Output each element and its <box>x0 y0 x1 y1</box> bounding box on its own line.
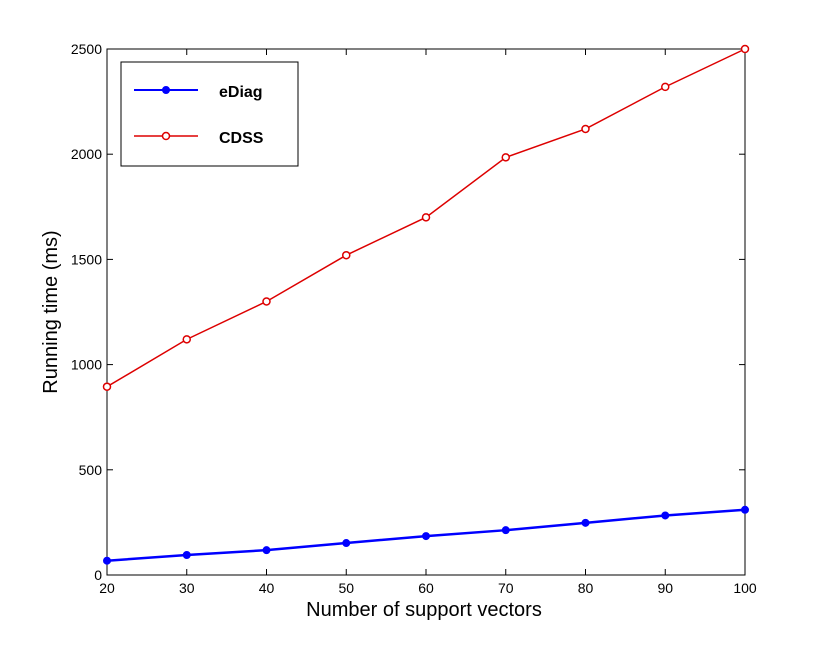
y-axis-label: Running time (ms) <box>40 230 62 393</box>
data-point-ediag <box>262 546 271 555</box>
x-tick-label: 60 <box>418 580 434 596</box>
y-tick-label: 2000 <box>71 146 102 162</box>
x-tick-label: 40 <box>259 580 275 596</box>
y-tick-label: 2500 <box>71 41 102 57</box>
legend: eDiag CDSS <box>120 61 299 167</box>
legend-marker-ediag <box>162 86 170 94</box>
y-tick-label: 1000 <box>71 357 102 373</box>
series-layer <box>102 44 750 565</box>
data-point-ediag <box>182 551 191 560</box>
y-tick-label: 1500 <box>71 251 102 267</box>
x-tick-label: 30 <box>179 580 195 596</box>
x-tick-label: 100 <box>733 580 757 596</box>
x-axis-label: Number of support vectors <box>306 599 542 621</box>
x-tick-label: 20 <box>99 580 115 596</box>
data-point-ediag <box>342 539 351 548</box>
data-point-cdss <box>342 250 351 260</box>
x-tick-label: 80 <box>578 580 594 596</box>
data-point-cdss <box>182 335 191 344</box>
data-point-cdss <box>102 382 112 391</box>
data-point-cdss <box>501 153 510 162</box>
data-point-ediag <box>103 556 111 565</box>
y-tick-label: 0 <box>94 567 102 583</box>
data-point-ediag <box>741 505 749 514</box>
data-point-ediag <box>661 511 670 520</box>
data-point-ediag <box>422 532 430 541</box>
legend-marker-cdss <box>161 131 171 141</box>
data-point-ediag <box>581 518 590 527</box>
legend-label-cdss: CDSS <box>219 130 264 147</box>
data-point-cdss <box>581 124 590 134</box>
data-point-cdss <box>740 44 750 54</box>
y-axis-ticks: 0 500 1000 1500 2000 2500 <box>71 41 745 583</box>
data-point-ediag <box>501 526 510 535</box>
legend-box <box>120 61 299 167</box>
data-point-cdss <box>262 297 271 306</box>
data-point-cdss <box>421 213 431 222</box>
x-tick-label: 70 <box>498 580 514 596</box>
y-tick-label: 500 <box>79 462 103 478</box>
x-tick-label: 90 <box>657 580 673 596</box>
x-axis-ticks: 20 30 40 50 60 70 80 90 100 <box>99 49 757 596</box>
data-point-cdss <box>661 82 670 92</box>
legend-label-ediag: eDiag <box>219 84 263 101</box>
x-tick-label: 50 <box>338 580 354 596</box>
